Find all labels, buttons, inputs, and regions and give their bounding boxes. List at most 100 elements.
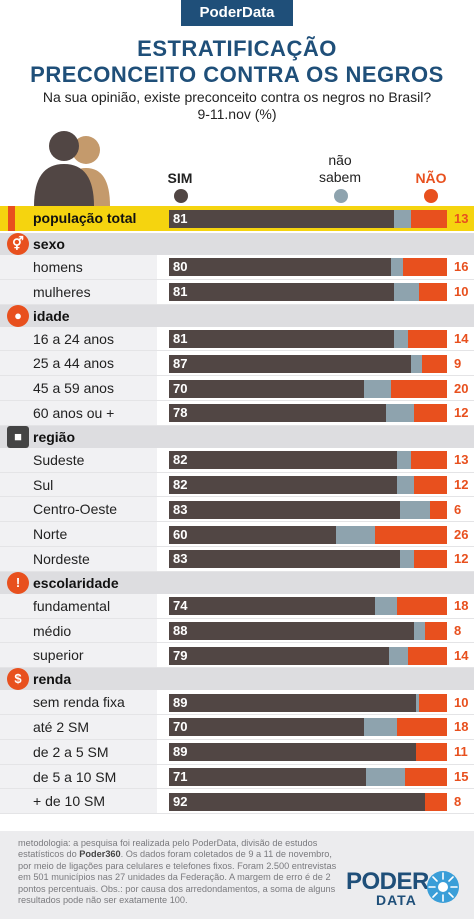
row-label: 60 anos ou + [33,405,115,421]
methodology-text: metodologia: a pesquisa foi realizada pe… [18,838,337,906]
bar-segment-nao-sabem [363,718,397,737]
stacked-bar: 71 [169,768,447,786]
row-divider [0,471,474,473]
bar-segment-nao-sabem [388,646,409,665]
stacked-bar: 80 [169,258,447,277]
nao-value-label: 16 [454,259,469,275]
bar-segment-nao-sabem [410,354,422,373]
bar-segment-sim: 89 [169,743,417,762]
row-label: fundamental [33,597,111,614]
row-divider [0,400,474,401]
row-divider [0,813,474,815]
row-label-background [0,351,157,377]
sim-value-label: 78 [173,405,188,421]
sim-value-label: 70 [173,719,188,735]
stacked-bar: 83 [169,500,447,519]
sim-value-label: 71 [173,769,188,784]
question: Na sua opinião, existe preconceito contr… [42,89,432,105]
row-divider [0,788,474,790]
row-divider [0,570,474,572]
dollar-icon: $ [7,668,29,691]
row-label: médio [33,622,72,639]
row-label: 45 a 59 anos [33,380,114,397]
sim-value-label: 89 [173,694,188,710]
category-label: idade [33,307,70,324]
bar-segment-nao [419,693,447,712]
stacked-bar: 70 [169,379,447,398]
bar-segment-nao [402,258,447,277]
logo-data: DATA [376,892,417,908]
nao-value-label: 11 [454,744,468,760]
nao-value-label: 26 [454,526,469,542]
bar-segment-sim: 89 [169,693,417,712]
bar-segment-nao-sabem [399,500,431,519]
bar-segment-sim: 82 [169,476,397,494]
row-divider [0,667,474,669]
sim-value-label: 92 [173,793,188,809]
stacked-bar: 92 [169,792,447,811]
bar-segment-nao-sabem [394,330,409,348]
nao-value-label: 18 [454,598,469,614]
row-label-background [0,715,157,740]
row-divider [0,303,474,305]
row-label-background [0,764,157,790]
sim-value-label: 87 [173,355,188,371]
bar-segment-nao [391,379,447,398]
logo-poder: PODER [346,868,429,895]
row-label: Centro-Oeste [33,501,118,518]
stacked-bar: 88 [169,622,447,640]
stacked-bar: 70 [169,718,447,737]
bar-segment-sim: 82 [169,451,397,470]
sim-value-label: 88 [173,623,188,638]
row-label-background [0,789,157,815]
category-label: renda [33,671,72,688]
stacked-bar: 89 [169,743,447,762]
row-divider [0,714,474,715]
stacked-bar: 82 [169,476,447,494]
row-label: sem renda fixa [33,694,125,711]
nao-value-label: 12 [454,405,469,421]
people-silhouette-icon [34,131,110,206]
row-label: até 2 SM [33,719,90,735]
row-divider [0,546,474,547]
row-label: de 2 a 5 SM [33,743,109,760]
row-label-background [0,497,157,523]
exclamation-icon: ! [7,571,29,594]
bar-segment-nao [424,622,447,640]
stacked-bar: 82 [169,451,447,470]
nao-value-label: 15 [454,769,469,784]
row-divider [0,375,474,377]
bar-segment-sim: 60 [169,525,336,544]
sim-value-label: 82 [173,452,188,468]
bar-segment-nao [408,330,447,348]
bar-segment-nao [416,743,447,762]
nao-value-label: 14 [454,331,469,346]
nao-value-label: 10 [454,284,469,300]
bar-segment-nao [374,525,447,544]
nao-value-label: 6 [454,501,462,517]
row-label: 16 a 24 anos [33,330,114,347]
stacked-bar: 87 [169,354,447,373]
bar-segment-sim: 70 [169,718,364,737]
category-header-renda: renda [0,668,474,691]
bar-segment-nao [410,209,447,228]
bar-segment-sim: 87 [169,354,411,373]
category-label: sexo [33,236,65,252]
bar-segment-nao-sabem [416,693,420,712]
nao-value-label: 13 [454,452,469,468]
bar-segment-sim: 78 [169,404,386,423]
category-header-escolaridade: escolaridade [0,571,474,594]
nao-value-label: 18 [454,719,469,735]
bar-segment-nao-sabem [374,597,397,616]
date-unit: 9-11.nov (%) [197,106,277,122]
sim-value-label: 83 [173,501,188,517]
title-line-2: PRECONCEITO CONTRA OS NEGROS [30,62,444,87]
row-label-background [0,472,157,498]
poderdata-logo-icon [427,871,459,903]
row-label-background [0,326,157,352]
row-label: Sul [33,476,54,493]
row-label: homens [33,259,83,275]
bar-segment-nao-sabem [394,209,411,228]
category-header-idade: idade [0,304,474,327]
